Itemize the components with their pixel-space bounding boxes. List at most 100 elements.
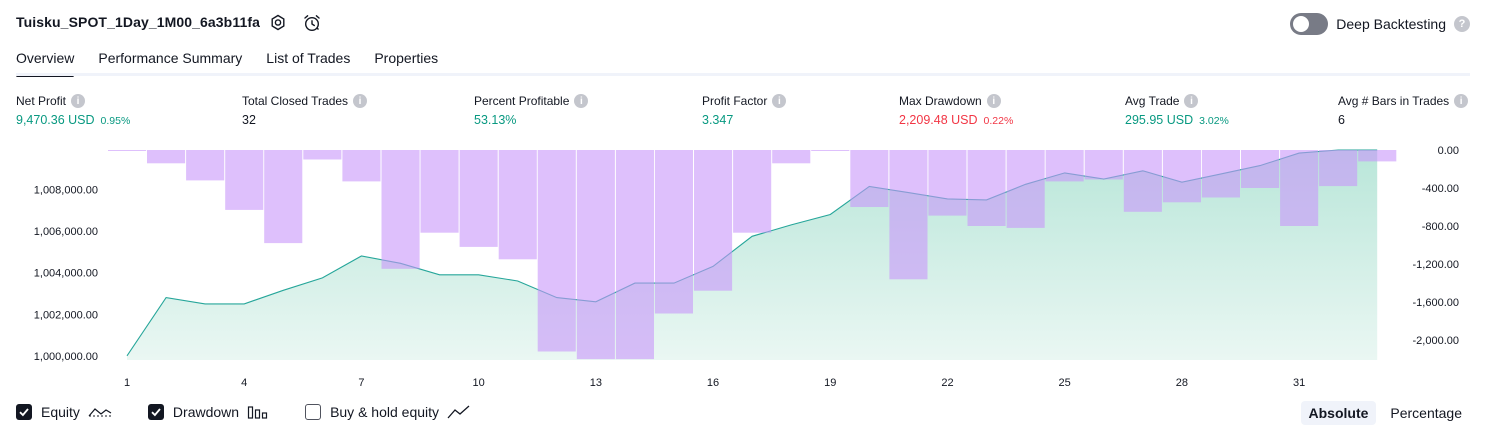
drawdown-bar <box>1045 150 1084 182</box>
x-axis-tick-label: 19 <box>824 377 836 389</box>
right-axis: 0.00 -400.00 -800.00 -1,200.00 -1,600.00 -2,0… <box>1413 145 1459 347</box>
drawdown-bar <box>1201 150 1240 198</box>
metric-label: Avg # Bars in Trades <box>1338 94 1450 108</box>
info-icon[interactable]: i <box>986 94 1001 108</box>
equity-line-icon <box>88 404 112 420</box>
left-axis-tick-label: 1,004,000.00 <box>34 268 98 280</box>
x-axis-tick-label: 28 <box>1176 377 1188 389</box>
drawdown-bar <box>420 150 459 233</box>
metric-value: 9,470.36 USD <box>16 113 95 127</box>
metric-value: 295.95 USD <box>1125 113 1194 127</box>
drawdown-bar <box>303 150 342 160</box>
metric-label: Percent Profitable <box>474 94 570 108</box>
x-axis: 1 4 7 10 13 16 19 22 25 28 31 <box>124 377 1305 389</box>
tab-properties[interactable]: Properties <box>374 50 439 66</box>
drawdown-checkbox[interactable] <box>147 404 164 420</box>
help-icon[interactable]: ? <box>1454 16 1470 32</box>
metric-avg-bars-in-trades: Avg # Bars in Trades i 6 <box>1338 92 1469 127</box>
legend-drawdown[interactable]: Drawdown <box>147 404 269 420</box>
metric-value: 6 <box>1338 113 1345 127</box>
legend-label: Buy & hold equity <box>330 404 440 420</box>
metric-percent: 3.02% <box>1199 115 1229 127</box>
legend-buy-hold[interactable]: Buy & hold equity <box>305 404 471 420</box>
drawdown-bar <box>264 150 303 244</box>
metric-value: 53.13% <box>474 113 517 127</box>
info-icon[interactable]: i <box>574 94 589 108</box>
tab-bar: Overview Performance Summary List of Tra… <box>16 46 439 77</box>
x-axis-tick-label: 4 <box>241 377 247 389</box>
drawdown-bar <box>459 150 498 247</box>
metric-label: Net Profit <box>16 94 67 108</box>
percentage-button[interactable]: Percentage <box>1390 405 1462 421</box>
drawdown-bar <box>811 150 850 151</box>
header: Tuisku_SPOT_1Day_1M00_6a3b11fa Deep Back… <box>0 0 1486 46</box>
left-axis: 1,008,000.00 1,006,000.00 1,004,000.00 1,00… <box>34 185 98 363</box>
right-axis-tick-label: -400.00 <box>1422 183 1459 195</box>
tabs-divider <box>16 73 1470 76</box>
right-axis-tick-label: -1,200.00 <box>1413 259 1459 271</box>
drawdown-bar <box>1280 150 1319 226</box>
buy-hold-checkbox[interactable] <box>305 404 322 420</box>
absolute-button[interactable]: Absolute <box>1300 401 1377 425</box>
info-icon[interactable]: i <box>1184 94 1199 108</box>
drawdown-bar <box>381 150 420 269</box>
strategy-title: Tuisku_SPOT_1Day_1M00_6a3b11fa <box>16 14 260 30</box>
drawdown-bar <box>654 150 693 314</box>
drawdown-bar <box>576 150 615 360</box>
x-axis-tick-label: 13 <box>590 377 602 389</box>
drawdown-bar <box>225 150 264 210</box>
metric-value: 32 <box>242 113 256 127</box>
deep-backtesting-toggle[interactable] <box>1290 13 1329 35</box>
left-axis-tick-label: 1,000,000.00 <box>34 351 98 363</box>
info-icon[interactable]: i <box>772 94 787 108</box>
x-axis-tick-label: 16 <box>707 377 719 389</box>
drawdown-bar <box>1123 150 1162 212</box>
legend-equity[interactable]: Equity <box>16 404 112 420</box>
drawdown-bar <box>615 150 654 360</box>
left-axis-tick-label: 1,008,000.00 <box>34 185 98 197</box>
equity-checkbox[interactable] <box>16 404 32 420</box>
equity-drawdown-chart[interactable]: 1,008,000.00 1,006,000.00 1,004,000.00 1,00… <box>0 140 1486 398</box>
drawdown-bar <box>1162 150 1201 203</box>
metric-total-closed-trades: Total Closed Trades i 32 <box>242 92 368 127</box>
display-mode-switch: Absolute Percentage <box>1300 401 1471 425</box>
info-icon[interactable]: i <box>353 94 368 108</box>
drawdown-bar <box>147 150 186 164</box>
drawdown-bar <box>108 150 147 151</box>
alarm-clock-icon[interactable] <box>302 13 322 33</box>
metric-label: Avg Trade <box>1125 94 1180 108</box>
right-axis-tick-label: -1,600.00 <box>1413 297 1459 309</box>
tab-list-of-trades[interactable]: List of Trades <box>266 50 351 66</box>
right-axis-tick-label: 0.00 <box>1438 145 1459 157</box>
drawdown-series <box>108 150 1397 360</box>
metric-profit-factor: Profit Factor i 3.347 <box>702 92 787 127</box>
deep-backtesting-control: Deep Backtesting ? <box>1290 13 1470 35</box>
metric-label: Profit Factor <box>702 94 768 108</box>
gear-icon[interactable] <box>268 13 288 33</box>
metric-percent-profitable: Percent Profitable i 53.13% <box>474 92 589 127</box>
drawdown-bar <box>889 150 928 280</box>
info-icon[interactable]: i <box>71 94 86 108</box>
metric-label: Max Drawdown <box>899 94 982 108</box>
drawdown-bars-icon <box>247 404 269 420</box>
info-icon[interactable]: i <box>1454 94 1469 108</box>
drawdown-bar <box>694 150 733 291</box>
tab-performance-summary[interactable]: Performance Summary <box>98 50 243 66</box>
drawdown-bar <box>850 150 889 207</box>
tab-overview[interactable]: Overview <box>16 46 75 77</box>
right-axis-tick-label: -2,000.00 <box>1413 335 1459 347</box>
x-axis-tick-label: 7 <box>358 377 364 389</box>
drawdown-bar <box>1358 150 1397 162</box>
drawdown-bar <box>1319 150 1358 187</box>
legend-label: Equity <box>41 404 80 420</box>
metric-avg-trade: Avg Trade i 295.95 USD 3.02% <box>1125 92 1229 127</box>
legend-label: Drawdown <box>172 404 240 420</box>
buy-hold-line-icon <box>447 404 471 420</box>
drawdown-bar <box>1241 150 1280 188</box>
metric-value: 2,209.48 USD <box>899 113 978 127</box>
x-axis-tick-label: 31 <box>1293 377 1305 389</box>
drawdown-bar <box>537 150 576 352</box>
metric-value: 3.347 <box>702 113 734 127</box>
drawdown-bar <box>1006 150 1045 228</box>
left-axis-tick-label: 1,006,000.00 <box>34 226 98 238</box>
